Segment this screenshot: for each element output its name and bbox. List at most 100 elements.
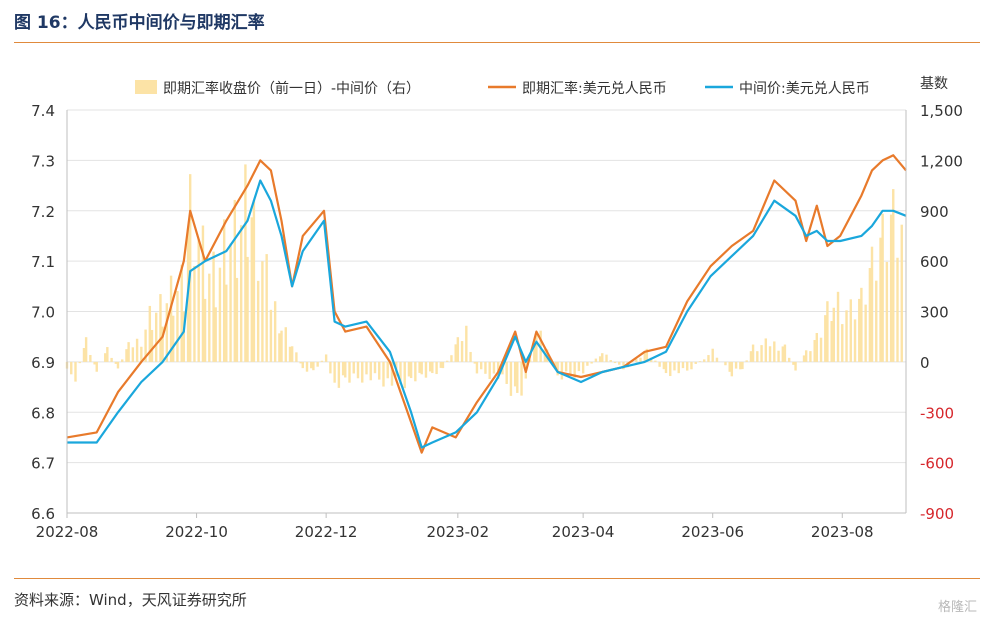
spread-bars bbox=[65, 164, 903, 396]
y-right-tick-label: 1,200 bbox=[920, 152, 963, 170]
spread-bar bbox=[378, 361, 381, 380]
spread-bar bbox=[341, 361, 345, 376]
spread-bar bbox=[609, 360, 612, 362]
spread-bar bbox=[369, 361, 372, 381]
spread-bar bbox=[768, 346, 772, 362]
spread-bar bbox=[446, 360, 449, 362]
spread-bar bbox=[390, 361, 394, 386]
spread-bar bbox=[832, 307, 835, 362]
spread-bar bbox=[305, 361, 309, 372]
y-right-tick-label: 900 bbox=[920, 203, 949, 221]
spread-bar bbox=[301, 361, 304, 369]
spread-bar bbox=[815, 332, 818, 362]
spread-bar bbox=[473, 361, 477, 364]
spread-bar bbox=[698, 361, 702, 362]
y-left-tick-label: 7.2 bbox=[31, 203, 55, 221]
y-left-tick-label: 6.7 bbox=[31, 455, 55, 473]
spread-bar bbox=[479, 361, 483, 370]
spread-bar bbox=[794, 361, 797, 371]
x-tick-label: 2022-08 bbox=[36, 523, 99, 541]
x-tick-label: 2023-04 bbox=[552, 523, 615, 541]
spread-bar bbox=[781, 346, 785, 362]
spread-bar bbox=[469, 351, 472, 362]
x-tick-label: 2022-10 bbox=[165, 523, 228, 541]
spread-bar bbox=[172, 315, 175, 362]
spread-bar bbox=[739, 361, 742, 370]
spread-bar bbox=[414, 361, 417, 382]
spread-bar bbox=[121, 359, 124, 362]
legend-label: 即期汇率:美元兑人民币 bbox=[522, 80, 667, 97]
spread-bar bbox=[329, 361, 332, 374]
spread-bar bbox=[212, 251, 215, 362]
spread-bar bbox=[288, 346, 292, 362]
spread-bar bbox=[900, 224, 903, 362]
spread-bar bbox=[764, 338, 768, 362]
spread-bar bbox=[554, 361, 557, 369]
x-tick-label: 2023-08 bbox=[811, 523, 874, 541]
y-left-tick-label: 6.8 bbox=[31, 404, 55, 422]
spread-bar bbox=[643, 352, 646, 362]
spread-bar bbox=[214, 307, 217, 362]
spread-bar bbox=[875, 280, 878, 362]
rate-lines bbox=[66, 154, 907, 454]
spread-bar bbox=[74, 361, 77, 382]
spread-bar bbox=[252, 200, 256, 362]
spread-bar bbox=[605, 354, 608, 362]
spread-bar bbox=[787, 357, 791, 362]
spread-bar bbox=[885, 261, 889, 362]
spread-bar bbox=[155, 312, 158, 362]
chart-title: 图 16：人民币中间价与即期汇率 bbox=[14, 13, 265, 33]
spread-bar bbox=[590, 361, 593, 364]
spread-bar bbox=[703, 359, 706, 362]
header-rule bbox=[14, 42, 980, 43]
spread-bar bbox=[310, 361, 313, 369]
spread-bar bbox=[756, 351, 759, 362]
spread-bar bbox=[824, 315, 827, 362]
spread-bar bbox=[161, 326, 164, 362]
spread-bar bbox=[197, 239, 200, 362]
mid-rate-line bbox=[67, 179, 907, 449]
spread-bar bbox=[516, 361, 519, 393]
spread-bar bbox=[841, 324, 844, 362]
spread-bar bbox=[337, 361, 341, 388]
spread-bar bbox=[295, 352, 298, 362]
x-tick-label: 2023-06 bbox=[681, 523, 744, 541]
spread-bar bbox=[182, 311, 186, 362]
spread-bar bbox=[261, 261, 264, 362]
spread-bar bbox=[431, 361, 434, 374]
spread-bar bbox=[664, 361, 668, 374]
spread-bar bbox=[456, 337, 460, 362]
spread-bar bbox=[860, 287, 863, 362]
spread-bar bbox=[135, 338, 139, 362]
spread-bar bbox=[203, 298, 207, 362]
y-right-tick-label: 600 bbox=[920, 253, 949, 271]
spread-bar bbox=[715, 357, 719, 362]
spread-bar bbox=[95, 361, 98, 372]
watermark: 格隆汇 bbox=[937, 600, 977, 615]
spread-bar bbox=[284, 327, 287, 362]
x-tick-label: 2022-12 bbox=[295, 523, 358, 541]
spread-bar bbox=[639, 357, 642, 362]
spread-bar bbox=[707, 355, 710, 362]
spread-bar bbox=[127, 342, 130, 362]
spread-bar bbox=[244, 164, 247, 362]
spread-bar bbox=[618, 361, 621, 365]
spread-bar bbox=[581, 361, 585, 374]
spread-bar bbox=[658, 361, 661, 367]
spread-bar bbox=[741, 361, 744, 370]
spread-bar bbox=[235, 277, 239, 362]
spread-bar bbox=[645, 348, 649, 362]
spread-bar bbox=[70, 361, 73, 375]
spread-bar bbox=[418, 361, 421, 373]
spread-bar bbox=[556, 361, 559, 376]
spread-bar bbox=[836, 291, 840, 362]
spread-bar bbox=[441, 361, 445, 369]
spread-bar bbox=[84, 337, 88, 362]
spread-bar bbox=[407, 361, 411, 377]
spread-bar bbox=[819, 337, 823, 362]
spread-bar bbox=[896, 257, 899, 362]
spread-bar bbox=[78, 361, 81, 364]
y-left-tick-label: 7.4 bbox=[31, 102, 55, 120]
source-note: 资料来源：Wind，天风证券研究所 bbox=[14, 591, 247, 609]
spread-bar bbox=[424, 361, 428, 378]
